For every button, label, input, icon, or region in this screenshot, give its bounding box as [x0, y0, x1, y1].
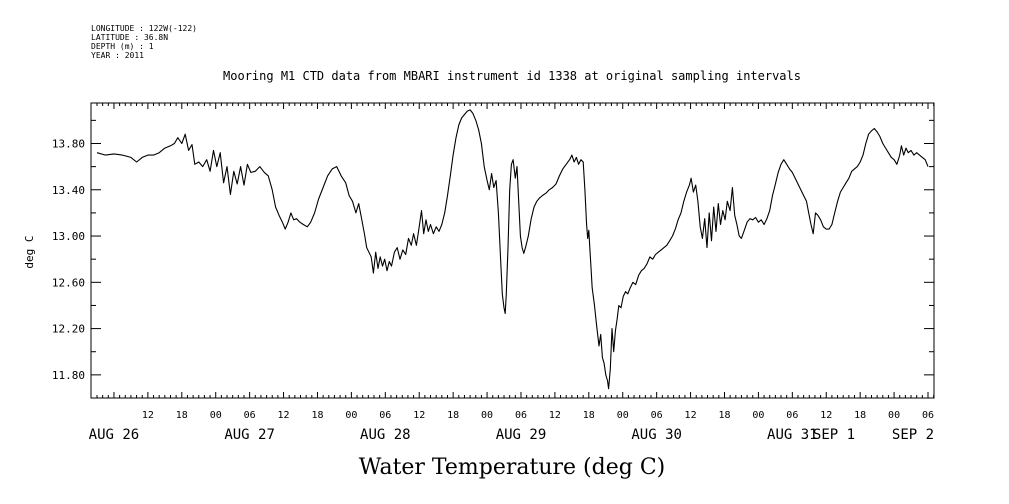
x-hour-label: 18 [583, 410, 595, 421]
x-hour-label: 12 [549, 410, 561, 421]
x-hour-label: 18 [718, 410, 730, 421]
chart-title: Mooring M1 CTD data from MBARI instrumen… [223, 69, 801, 83]
x-hour-label: 06 [922, 410, 934, 421]
x-hour-label: 06 [379, 410, 391, 421]
x-hour-label: 00 [888, 410, 900, 421]
temperature-series-line [96, 109, 929, 390]
x-hour-label: 12 [142, 410, 154, 421]
meta-block: LONGITUDE : 122W(-122) LATITUDE : 36.8N … [91, 24, 197, 60]
x-hour-label: 06 [786, 410, 798, 421]
x-hour-label: 18 [311, 410, 323, 421]
x-hour-label: 06 [651, 410, 663, 421]
x-day-label: SEP 2 [892, 427, 934, 443]
y-tick-label: 12.20 [52, 323, 85, 336]
series-layer [96, 109, 929, 390]
x-hour-label: 00 [481, 410, 493, 421]
x-axis-title: Water Temperature (deg C) [359, 455, 666, 480]
x-hour-label: 18 [447, 410, 459, 421]
axes-layer: 11.80 12.20 12.60 13.00 13.40 13.80 12 18 00 06 12… [52, 103, 935, 443]
y-tick-label: 12.60 [52, 276, 85, 289]
x-day-label: AUG 30 [631, 427, 682, 443]
y-tick-label: 13.80 [52, 137, 85, 150]
x-day-label: AUG 31 [767, 427, 818, 443]
x-hour-label: 00 [345, 410, 357, 421]
x-hour-label: 00 [752, 410, 764, 421]
x-hour-label: 12 [278, 410, 290, 421]
y-axis-label: deg C [23, 235, 36, 268]
x-day-label: AUG 26 [89, 427, 140, 443]
plot-frame [90, 102, 935, 399]
x-hour-label: 06 [244, 410, 256, 421]
x-hour-label: 00 [617, 410, 629, 421]
x-day-label: AUG 28 [360, 427, 411, 443]
meta-year: YEAR : 2011 [91, 51, 144, 60]
x-hour-label: 12 [685, 410, 697, 421]
meta-latitude: LATITUDE : 36.8N [91, 33, 168, 42]
x-hour-label: 06 [515, 410, 527, 421]
x-day-label: AUG 27 [224, 427, 275, 443]
meta-depth: DEPTH (m) : 1 [91, 42, 154, 51]
x-hour-label: 12 [820, 410, 832, 421]
x-hour-label: 18 [854, 410, 866, 421]
y-tick-label: 11.80 [52, 369, 85, 382]
x-day-label: AUG 29 [496, 427, 547, 443]
y-tick-label: 13.00 [52, 230, 85, 243]
x-hour-label: 00 [210, 410, 222, 421]
x-hour-label: 12 [413, 410, 425, 421]
y-tick-label: 13.40 [52, 184, 85, 197]
meta-longitude: LONGITUDE : 122W(-122) [91, 24, 197, 33]
x-day-label: SEP 1 [813, 427, 855, 443]
x-hour-label: 18 [176, 410, 188, 421]
